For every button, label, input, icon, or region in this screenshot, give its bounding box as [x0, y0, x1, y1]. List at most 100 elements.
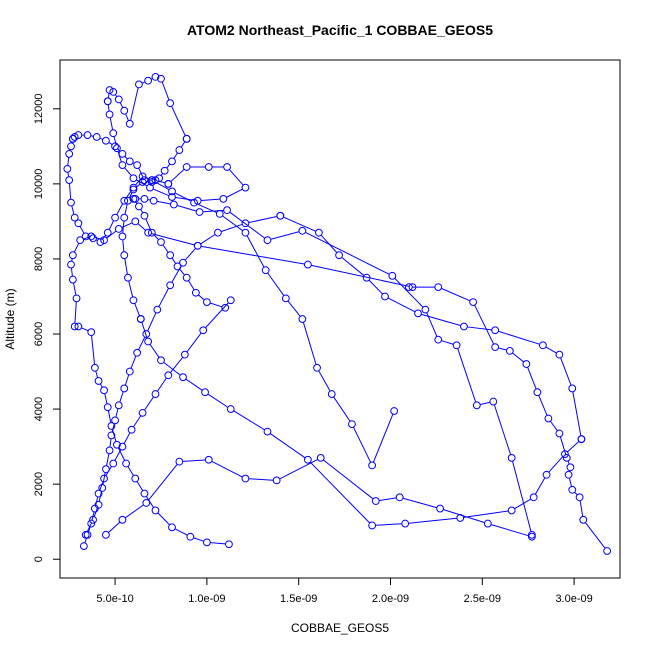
series-segment — [134, 303, 140, 316]
data-point — [421, 305, 430, 314]
series-segment — [173, 152, 178, 159]
data-point — [362, 273, 371, 282]
data-point — [155, 174, 164, 183]
series-segment — [512, 461, 532, 532]
series-segment — [311, 264, 410, 287]
data-point — [103, 403, 112, 412]
data-point — [562, 453, 571, 462]
series-segment — [148, 464, 178, 501]
series-segment — [163, 362, 181, 376]
data-point — [65, 149, 74, 158]
data-point — [281, 294, 290, 303]
data-point — [79, 542, 88, 550]
series-segment — [162, 244, 169, 253]
data-point — [303, 455, 312, 464]
data-point — [157, 238, 165, 246]
series-segment — [527, 367, 537, 390]
series-segment — [574, 492, 578, 496]
data-point — [204, 455, 213, 464]
series-segment — [119, 102, 124, 108]
data-point — [489, 397, 498, 406]
data-point — [151, 506, 160, 515]
data-point — [522, 360, 531, 368]
series-3 — [102, 453, 536, 541]
data-point — [193, 241, 202, 250]
series-segment — [106, 230, 117, 239]
data-point — [68, 251, 77, 260]
data-point — [129, 183, 138, 192]
data-point — [460, 322, 468, 331]
data-point — [81, 232, 90, 241]
data-point — [381, 292, 389, 301]
series-segment — [127, 466, 134, 476]
series-segment — [457, 348, 477, 403]
series-segment — [124, 204, 128, 215]
data-point — [169, 200, 178, 209]
series-segment — [480, 401, 490, 406]
data-point — [179, 373, 187, 382]
data-point — [151, 176, 160, 185]
series-segment — [67, 157, 70, 166]
series-segment — [270, 433, 306, 459]
data-point — [120, 384, 129, 393]
series-layer — [63, 72, 612, 555]
series-segment — [200, 234, 216, 245]
series-segment — [375, 523, 402, 526]
series-segment — [560, 357, 572, 386]
y-axis: 0 2000 4000 6000 8000 10000 12000 — [33, 94, 61, 562]
series-segment — [125, 190, 132, 199]
data-point — [125, 367, 134, 376]
series-segment — [323, 459, 374, 500]
data-point — [542, 470, 551, 479]
series-segment — [111, 429, 117, 442]
data-point — [303, 260, 312, 269]
data-point — [109, 129, 118, 138]
series-9 — [136, 315, 586, 530]
series-segment — [538, 395, 548, 416]
series-segment — [498, 347, 507, 351]
series-segment — [73, 243, 80, 253]
data-point — [168, 187, 176, 196]
data-point — [89, 234, 97, 243]
series-segment — [341, 257, 365, 276]
series-segment — [171, 106, 186, 136]
series-segment — [310, 461, 370, 524]
series-segment — [111, 423, 115, 432]
data-point — [507, 453, 516, 462]
series-segment — [130, 87, 139, 121]
data-point — [575, 493, 584, 502]
data-point — [70, 213, 79, 222]
data-point — [316, 453, 325, 462]
series-segment — [91, 335, 96, 365]
data-point — [313, 363, 321, 372]
series-segment — [109, 438, 112, 447]
series-segment — [408, 517, 457, 524]
series-segment — [210, 302, 222, 308]
data-point — [140, 176, 149, 185]
series-segment — [498, 330, 540, 345]
data-point — [120, 106, 129, 115]
data-point — [327, 390, 336, 398]
data-point — [160, 166, 169, 175]
series-segment — [267, 272, 285, 296]
data-point — [74, 219, 83, 228]
series-segment — [180, 141, 186, 148]
series-segment — [99, 481, 104, 491]
series-segment — [99, 137, 103, 140]
series-segment — [128, 281, 134, 297]
data-point — [140, 489, 149, 498]
data-point — [483, 519, 492, 528]
series-segment — [115, 408, 119, 417]
data-point — [388, 271, 397, 280]
data-point — [564, 470, 573, 479]
x-axis: 5.0e-10 1.0e-09 1.5e-09 2.0e-09 2.5e-09 3.0e-… — [96, 577, 593, 605]
series-segment — [147, 312, 157, 331]
x-tick-label: 1.0e-09 — [188, 593, 225, 605]
series-segment — [158, 288, 169, 307]
series-4 — [131, 194, 536, 539]
series-segment — [248, 216, 277, 224]
series-5 — [129, 194, 230, 312]
series-segment — [305, 231, 390, 275]
series-segment — [107, 410, 112, 423]
data-point — [67, 198, 75, 207]
